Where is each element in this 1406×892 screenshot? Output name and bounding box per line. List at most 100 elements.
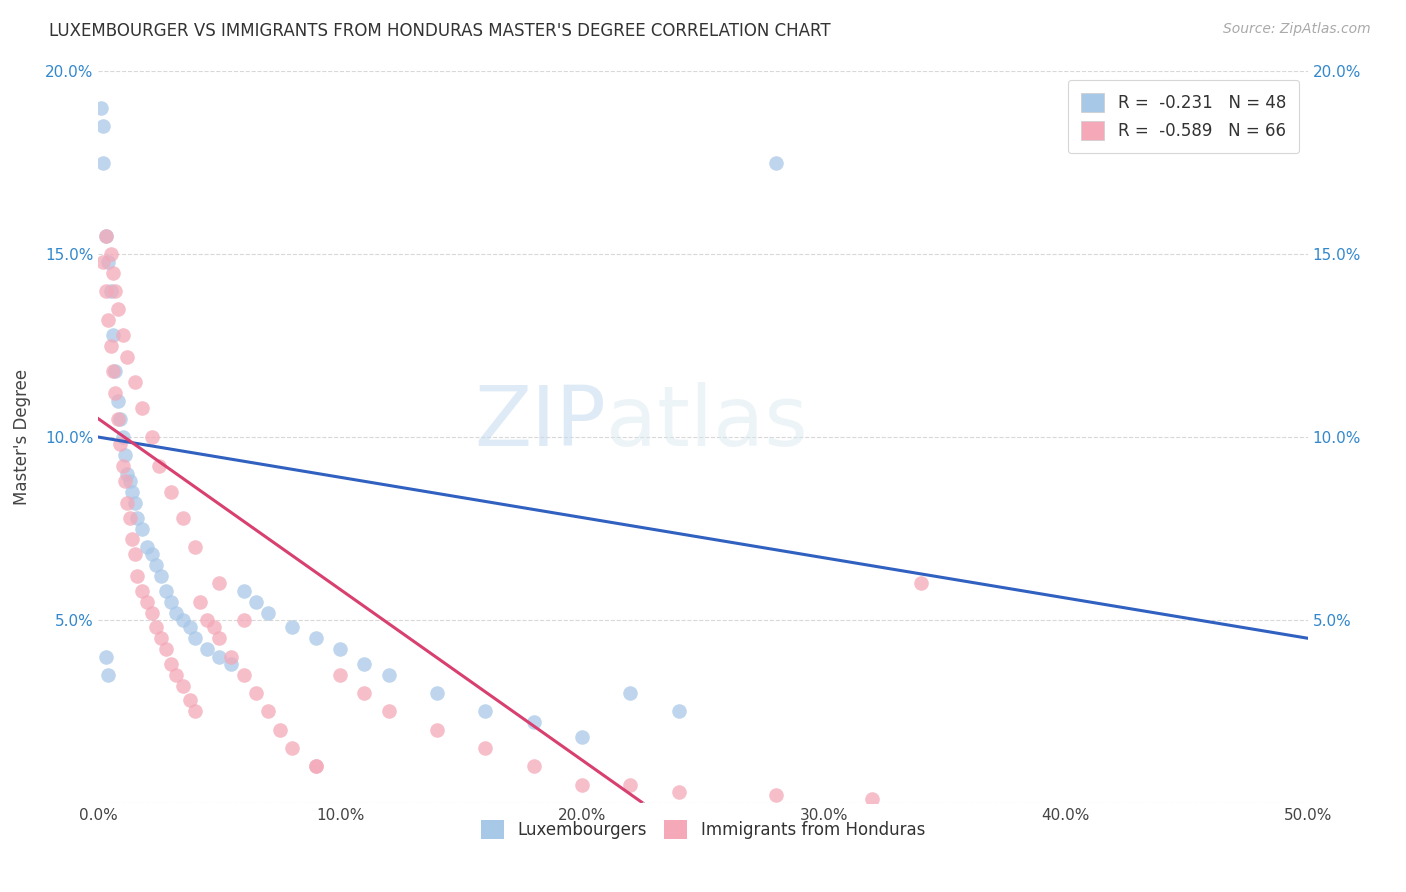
Point xyxy=(179,693,201,707)
Point xyxy=(165,667,187,681)
Point xyxy=(184,632,207,646)
Point xyxy=(124,496,146,510)
Point xyxy=(668,705,690,719)
Point xyxy=(111,327,134,342)
Legend: Luxembourgers, Immigrants from Honduras: Luxembourgers, Immigrants from Honduras xyxy=(474,814,932,846)
Point xyxy=(232,583,254,598)
Point xyxy=(160,657,183,671)
Point xyxy=(179,620,201,634)
Point xyxy=(90,101,112,115)
Point xyxy=(281,620,304,634)
Point xyxy=(111,459,134,474)
Point xyxy=(150,569,173,583)
Point xyxy=(245,594,267,608)
Point xyxy=(765,156,787,170)
Point xyxy=(208,576,231,591)
Point xyxy=(256,606,278,620)
Point xyxy=(111,430,134,444)
Point xyxy=(245,686,267,700)
Text: atlas: atlas xyxy=(606,382,808,463)
Point xyxy=(765,789,787,803)
Point xyxy=(121,533,143,547)
Point xyxy=(141,547,163,561)
Point xyxy=(668,785,690,799)
Point xyxy=(208,649,231,664)
Point xyxy=(860,792,883,806)
Point xyxy=(107,412,129,426)
Point xyxy=(329,667,352,681)
Point xyxy=(124,547,146,561)
Point xyxy=(94,284,117,298)
Point xyxy=(117,467,139,481)
Point xyxy=(150,632,173,646)
Point xyxy=(155,583,177,598)
Point xyxy=(91,254,114,268)
Point xyxy=(101,364,124,378)
Point xyxy=(97,667,120,681)
Point xyxy=(353,686,375,700)
Point xyxy=(97,313,120,327)
Y-axis label: Master's Degree: Master's Degree xyxy=(13,369,31,505)
Point xyxy=(107,301,129,317)
Point xyxy=(135,540,157,554)
Point xyxy=(571,778,593,792)
Point xyxy=(221,657,243,671)
Point xyxy=(91,120,114,134)
Point xyxy=(172,679,194,693)
Point xyxy=(474,740,496,755)
Point xyxy=(108,412,131,426)
Point xyxy=(619,686,641,700)
Point xyxy=(208,632,231,646)
Point xyxy=(121,485,143,500)
Point xyxy=(426,723,449,737)
Point xyxy=(141,606,163,620)
Point xyxy=(117,350,139,364)
Point xyxy=(104,386,127,401)
Point xyxy=(141,430,163,444)
Point xyxy=(118,474,141,488)
Point xyxy=(97,254,120,268)
Point xyxy=(100,247,122,261)
Point xyxy=(94,229,117,244)
Point xyxy=(114,474,136,488)
Point xyxy=(108,437,131,451)
Point xyxy=(523,715,546,730)
Point xyxy=(195,613,218,627)
Point xyxy=(172,613,194,627)
Point xyxy=(256,705,278,719)
Point xyxy=(329,642,352,657)
Point xyxy=(184,540,207,554)
Point xyxy=(114,448,136,462)
Point xyxy=(131,583,153,598)
Point xyxy=(910,576,932,591)
Text: ZIP: ZIP xyxy=(474,382,606,463)
Point xyxy=(145,620,167,634)
Point xyxy=(172,510,194,524)
Point xyxy=(221,649,243,664)
Point xyxy=(145,558,167,573)
Point xyxy=(155,642,177,657)
Point xyxy=(104,364,127,378)
Point xyxy=(269,723,291,737)
Point xyxy=(305,759,328,773)
Point xyxy=(94,649,117,664)
Point xyxy=(377,705,399,719)
Point xyxy=(160,594,183,608)
Point xyxy=(619,778,641,792)
Point xyxy=(131,401,153,415)
Point xyxy=(100,338,122,352)
Point xyxy=(104,284,127,298)
Point xyxy=(232,613,254,627)
Point xyxy=(127,569,149,583)
Point xyxy=(101,327,124,342)
Point xyxy=(100,284,122,298)
Point xyxy=(204,620,226,634)
Point xyxy=(107,393,129,408)
Point xyxy=(160,485,183,500)
Point xyxy=(131,521,153,535)
Point xyxy=(135,594,157,608)
Point xyxy=(148,459,170,474)
Point xyxy=(305,632,328,646)
Point xyxy=(101,266,124,280)
Point xyxy=(474,705,496,719)
